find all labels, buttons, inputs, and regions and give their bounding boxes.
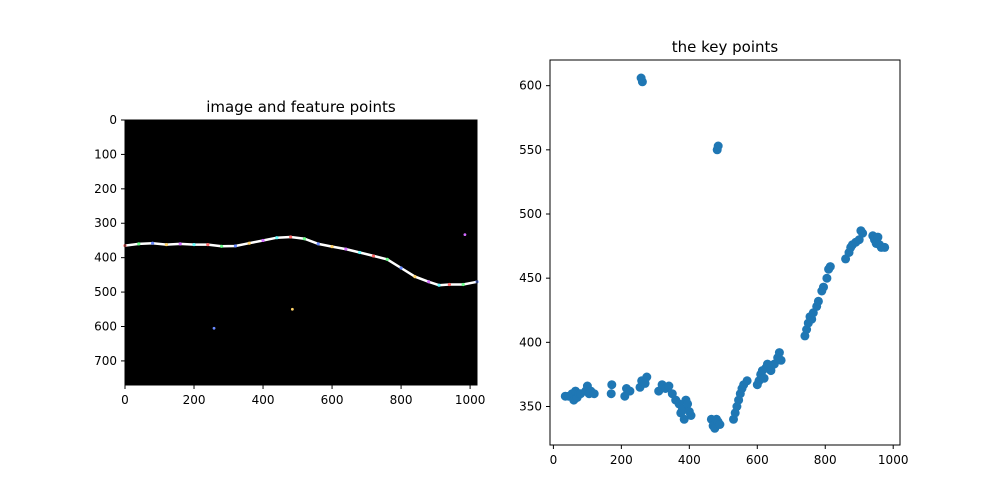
feature-point: [220, 244, 224, 248]
key-point: [589, 389, 599, 399]
y-tick-label: 400: [519, 335, 542, 349]
key-point: [625, 386, 635, 396]
isolated-feature-point: [212, 326, 216, 330]
feature-point: [302, 237, 307, 241]
key-point: [774, 348, 784, 358]
feature-point: [413, 274, 417, 279]
y-tick-label: 100: [94, 147, 117, 161]
x-tick-label: 600: [746, 453, 769, 467]
isolated-feature-point: [463, 233, 467, 237]
y-tick-label: 0: [109, 113, 117, 127]
feature-point: [192, 242, 196, 247]
key-point: [873, 232, 883, 242]
y-tick-label: 500: [519, 207, 542, 221]
y-tick-label: 700: [94, 354, 117, 368]
key-point: [880, 242, 890, 252]
key-point: [825, 262, 835, 272]
feature-point: [178, 242, 182, 246]
key-point: [819, 282, 828, 292]
feature-point: [344, 247, 348, 251]
feature-point: [371, 254, 376, 258]
feature-point: [316, 242, 320, 246]
feature-point: [261, 238, 265, 243]
y-tick-label: 500: [94, 285, 117, 299]
key-point: [606, 389, 616, 399]
feature-point: [358, 250, 362, 255]
feature-point: [164, 242, 169, 247]
y-tick-label: 600: [94, 319, 117, 333]
feature-point: [461, 282, 465, 287]
scatter-plot-area: [549, 59, 901, 446]
image-frame: [124, 119, 478, 386]
feature-point: [447, 282, 451, 287]
scatter-panel: the key points 0 200 400 600 800 1000 350 400 4…: [519, 38, 908, 467]
key-point: [813, 296, 823, 306]
image-panel-title: image and feature points: [206, 98, 396, 116]
scatter-points: [560, 73, 890, 433]
feature-point: [385, 257, 389, 261]
key-point: [686, 411, 696, 420]
x-tick-label: 400: [252, 393, 275, 407]
key-point: [679, 414, 689, 424]
key-point: [822, 273, 832, 283]
x-tick-label: 1000: [455, 393, 486, 407]
key-point: [683, 399, 693, 409]
image-panel: image and feature points 0 200 400 600 800 10…: [94, 98, 485, 407]
x-tick-label: 0: [550, 453, 558, 467]
key-point: [742, 376, 752, 386]
feature-point: [427, 280, 431, 284]
x-tick-label: 200: [183, 393, 206, 407]
x-tick-label: 800: [390, 393, 413, 407]
feature-point: [151, 241, 155, 245]
x-tick-label: 800: [814, 453, 837, 467]
y-tick-label: 400: [94, 251, 117, 265]
y-tick-label: 350: [519, 400, 542, 414]
key-point: [759, 373, 769, 383]
key-point: [776, 355, 786, 365]
key-point: [858, 228, 868, 238]
image-x-axis: 0 200 400 600 800 1000: [121, 385, 485, 407]
key-point: [607, 380, 617, 390]
feature-point: [330, 245, 334, 249]
scatter-x-axis: 0 200 400 600 800 1000: [550, 445, 909, 467]
feature-point: [399, 266, 403, 270]
y-tick-label: 300: [94, 216, 117, 230]
x-tick-label: 0: [121, 393, 129, 407]
x-tick-label: 600: [321, 393, 344, 407]
x-tick-label: 400: [678, 453, 701, 467]
y-tick-label: 450: [519, 271, 542, 285]
feature-markers: [123, 233, 479, 330]
feature-point: [137, 242, 141, 246]
feature-point: [247, 241, 251, 245]
y-tick-label: 550: [519, 143, 542, 157]
image-y-axis: 0 100 200 300 400 500 600 700: [94, 113, 125, 368]
isolated-feature-point: [290, 307, 294, 311]
y-tick-label: 600: [519, 79, 542, 93]
y-tick-label: 200: [94, 182, 117, 196]
feature-point: [206, 242, 210, 247]
x-tick-label: 1000: [878, 453, 909, 467]
feature-point: [437, 283, 441, 287]
scatter-panel-title: the key points: [672, 38, 779, 56]
feature-point: [289, 235, 293, 239]
key-point: [664, 381, 674, 391]
x-tick-label: 200: [610, 453, 633, 467]
feature-point: [275, 236, 279, 240]
image-area: [125, 120, 477, 385]
key-point: [642, 372, 652, 382]
scatter-y-axis: 350 400 450 500 550 600: [519, 79, 550, 414]
key-point: [713, 141, 723, 151]
key-point: [715, 420, 725, 429]
key-point: [636, 73, 646, 83]
feature-point: [233, 244, 238, 248]
